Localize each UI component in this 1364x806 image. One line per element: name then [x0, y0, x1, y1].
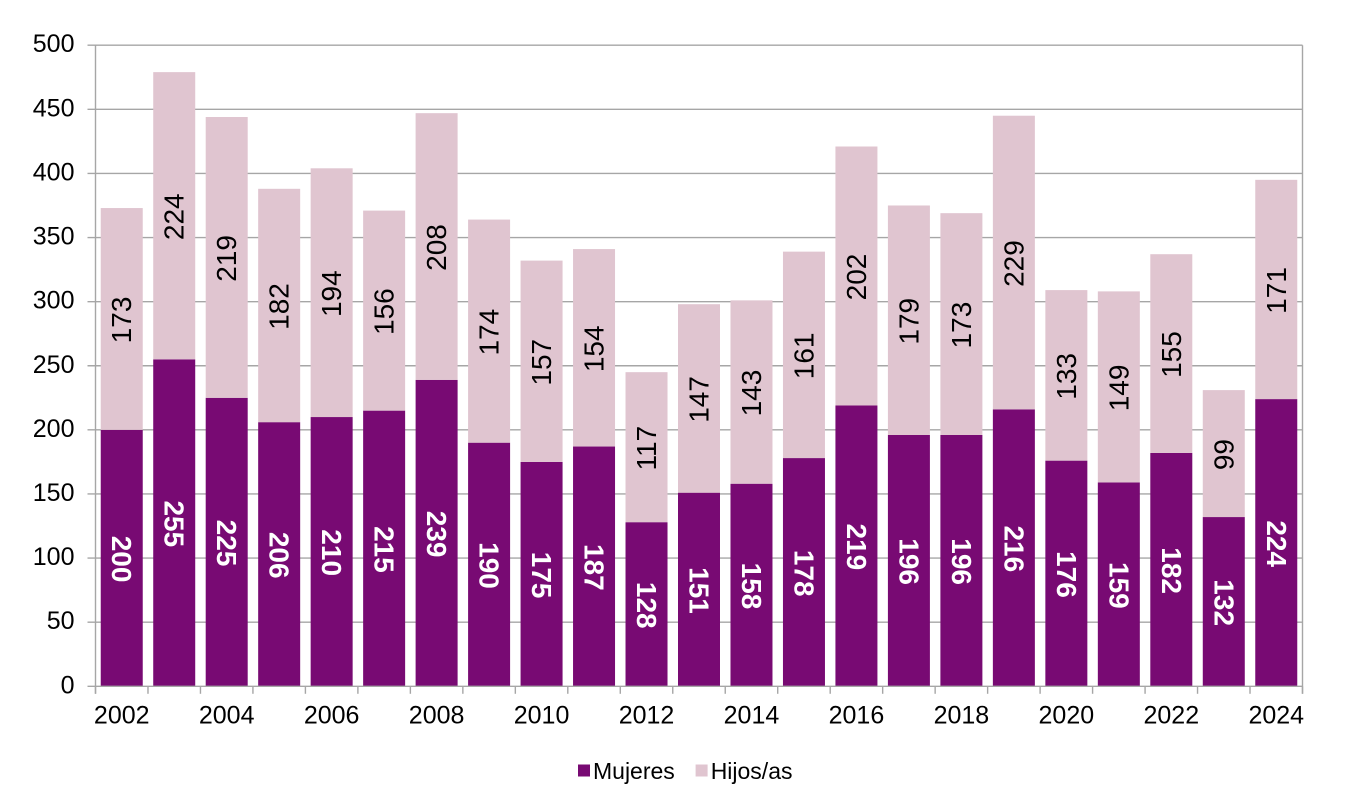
svg-text:156: 156 — [369, 288, 400, 335]
svg-text:196: 196 — [946, 538, 977, 585]
svg-text:215: 215 — [369, 526, 400, 573]
svg-text:196: 196 — [893, 538, 924, 585]
svg-text:2020: 2020 — [1039, 702, 1095, 730]
svg-text:2022: 2022 — [1143, 702, 1199, 730]
svg-text:219: 219 — [211, 235, 242, 282]
svg-text:187: 187 — [579, 544, 610, 591]
svg-text:Hijos/as: Hijos/as — [711, 758, 793, 784]
svg-text:225: 225 — [211, 520, 242, 567]
svg-text:151: 151 — [684, 567, 715, 614]
svg-text:2024: 2024 — [1248, 702, 1304, 730]
svg-text:158: 158 — [736, 563, 767, 610]
svg-text:2014: 2014 — [724, 702, 780, 730]
svg-text:150: 150 — [33, 479, 75, 507]
svg-text:117: 117 — [631, 426, 662, 471]
svg-text:202: 202 — [841, 254, 872, 301]
svg-text:182: 182 — [264, 283, 295, 330]
svg-text:161: 161 — [788, 332, 819, 379]
svg-text:157: 157 — [526, 339, 557, 386]
svg-text:128: 128 — [631, 582, 662, 629]
svg-text:176: 176 — [1051, 551, 1082, 598]
svg-text:2008: 2008 — [409, 702, 465, 730]
svg-text:200: 200 — [33, 415, 75, 443]
svg-text:2012: 2012 — [619, 702, 675, 730]
svg-text:132: 132 — [1208, 579, 1239, 626]
svg-text:2006: 2006 — [304, 702, 360, 730]
svg-text:149: 149 — [1103, 365, 1134, 412]
svg-text:174: 174 — [474, 309, 505, 356]
svg-text:178: 178 — [788, 550, 819, 597]
svg-text:155: 155 — [1156, 331, 1187, 378]
svg-text:200: 200 — [106, 536, 137, 583]
svg-text:143: 143 — [736, 370, 767, 417]
svg-text:2016: 2016 — [829, 702, 885, 730]
svg-text:216: 216 — [998, 525, 1029, 572]
svg-text:450: 450 — [33, 94, 75, 122]
svg-text:250: 250 — [33, 351, 75, 379]
svg-text:190: 190 — [474, 542, 505, 589]
svg-text:255: 255 — [159, 500, 190, 547]
svg-text:500: 500 — [33, 30, 75, 58]
svg-text:173: 173 — [946, 302, 977, 349]
svg-text:100: 100 — [33, 543, 75, 571]
svg-text:2004: 2004 — [199, 702, 255, 730]
svg-text:350: 350 — [33, 223, 75, 251]
svg-text:2010: 2010 — [514, 702, 570, 730]
svg-text:173: 173 — [106, 297, 137, 344]
svg-text:182: 182 — [1156, 547, 1187, 594]
svg-text:208: 208 — [421, 224, 452, 271]
svg-text:224: 224 — [159, 193, 190, 240]
svg-text:50: 50 — [47, 607, 75, 635]
svg-text:194: 194 — [316, 270, 347, 317]
svg-text:206: 206 — [264, 532, 295, 579]
svg-text:99: 99 — [1208, 439, 1239, 470]
svg-text:175: 175 — [526, 552, 557, 599]
svg-text:2018: 2018 — [934, 702, 990, 730]
svg-text:224: 224 — [1261, 520, 1292, 567]
svg-text:133: 133 — [1051, 353, 1082, 400]
svg-text:159: 159 — [1103, 562, 1134, 609]
svg-text:229: 229 — [998, 240, 1029, 287]
svg-text:0: 0 — [61, 671, 75, 699]
svg-text:2002: 2002 — [94, 702, 150, 730]
svg-text:171: 171 — [1261, 267, 1292, 314]
svg-text:147: 147 — [684, 376, 715, 423]
svg-text:154: 154 — [579, 325, 610, 372]
svg-text:219: 219 — [841, 524, 872, 571]
svg-text:400: 400 — [33, 158, 75, 186]
svg-text:239: 239 — [421, 511, 452, 558]
svg-text:300: 300 — [33, 287, 75, 315]
svg-text:179: 179 — [893, 298, 924, 345]
svg-text:210: 210 — [316, 529, 347, 576]
svg-text:Mujeres: Mujeres — [593, 758, 675, 784]
